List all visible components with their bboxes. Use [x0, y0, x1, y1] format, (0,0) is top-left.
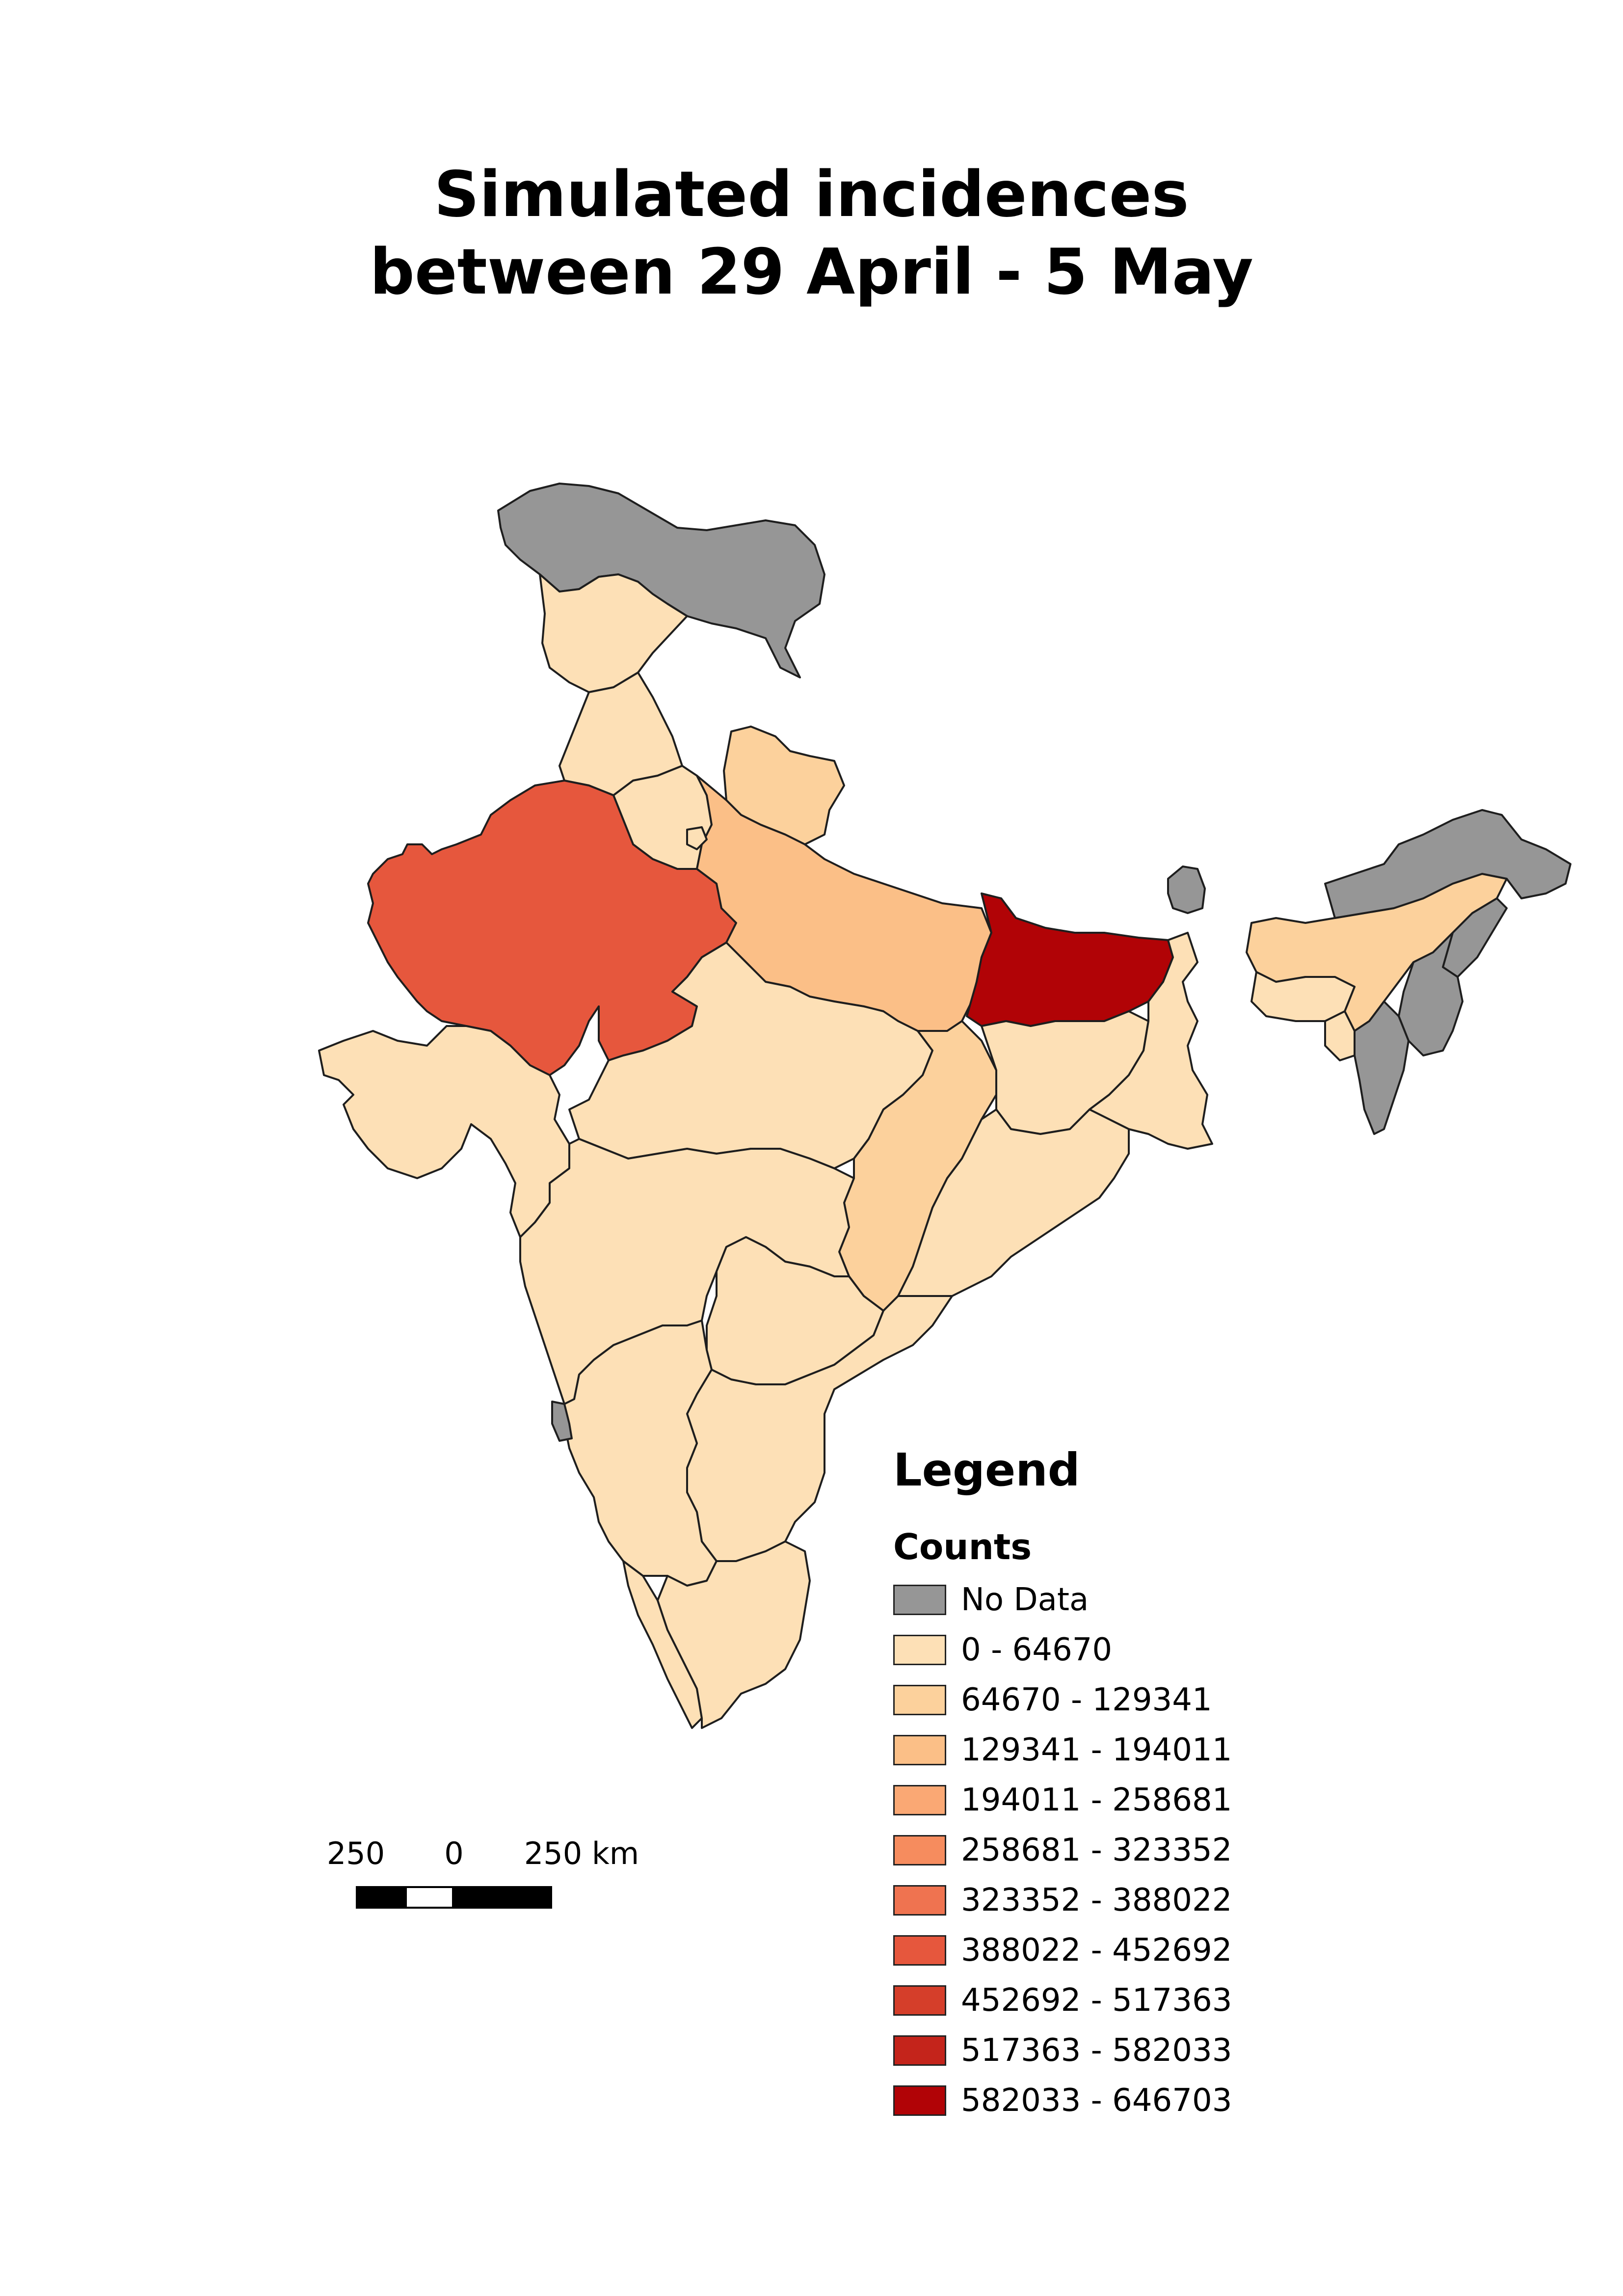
legend-label: 388022 - 452692	[961, 1932, 1232, 1969]
scale-bar: 250 0 250 km	[324, 1836, 667, 1924]
legend-label: 452692 - 517363	[961, 1982, 1232, 2019]
legend-swatch	[893, 2035, 946, 2066]
legend-item: 0 - 64670	[893, 1625, 1335, 1675]
region-sikkim[interactable]	[1167, 865, 1206, 914]
legend-item: 452692 - 517363	[893, 1975, 1335, 2026]
region-mizoram[interactable]	[1354, 1000, 1410, 1135]
legend-label: 129341 - 194011	[961, 1732, 1232, 1768]
region-west-bengal[interactable]	[1089, 932, 1213, 1150]
legend-swatch	[893, 1935, 946, 1966]
legend-label: 517363 - 582033	[961, 2032, 1232, 2069]
map-title-line-1: Simulated incidences	[434, 158, 1189, 231]
legend-swatch	[893, 1585, 946, 1615]
scale-segment-right	[454, 1886, 552, 1909]
legend-swatch	[893, 1685, 946, 1715]
region-odisha[interactable]	[897, 1108, 1130, 1297]
legend-swatch	[893, 1985, 946, 2016]
legend-item: 323352 - 388022	[893, 1875, 1335, 1925]
region-bihar[interactable]	[966, 892, 1174, 1027]
legend-swatch	[893, 1785, 946, 1815]
legend-label: 323352 - 388022	[961, 1882, 1232, 1918]
region-arunachal-pradesh[interactable]	[1324, 809, 1571, 919]
legend-title: Legend	[893, 1444, 1080, 1496]
legend-swatch	[893, 1735, 946, 1765]
legend-swatch	[893, 1835, 946, 1865]
scale-segment-middle	[405, 1886, 454, 1909]
legend-item: 64670 - 129341	[893, 1675, 1335, 1725]
legend-swatch	[893, 2085, 946, 2116]
region-himachal-pradesh[interactable]	[539, 573, 688, 693]
scale-label-left: 250	[326, 1836, 385, 1871]
legend-item: 194011 - 258681	[893, 1775, 1335, 1825]
region-tripura[interactable]	[1324, 1010, 1356, 1061]
legend-swatch	[893, 1885, 946, 1916]
legend-label: 194011 - 258681	[961, 1782, 1232, 1818]
legend-item: 129341 - 194011	[893, 1725, 1335, 1775]
region-goa[interactable]	[551, 1401, 573, 1442]
legend-items: No Data 0 - 64670 64670 - 129341 129341 …	[893, 1575, 1335, 2126]
scale-segment-left	[356, 1886, 405, 1909]
region-delhi[interactable]	[686, 826, 708, 850]
scale-label-center: 0	[444, 1836, 464, 1871]
map-title-line-2: between 29 April - 5 May	[370, 236, 1253, 309]
map-legend: Legend Counts No Data 0 - 64670 64670 - …	[893, 1443, 1335, 2126]
legend-label: 0 - 64670	[961, 1632, 1113, 1668]
legend-subtitle: Counts	[893, 1526, 1032, 1567]
map-title: Simulated incidences between 29 April - …	[0, 156, 1623, 311]
state-polygons	[318, 483, 1571, 1729]
legend-label: No Data	[961, 1582, 1089, 1618]
legend-item: 388022 - 452692	[893, 1925, 1335, 1975]
region-karnataka[interactable]	[563, 1320, 718, 1587]
legend-item: 258681 - 323352	[893, 1825, 1335, 1875]
legend-item: 582033 - 646703	[893, 2076, 1335, 2126]
legend-item: 517363 - 582033	[893, 2026, 1335, 2076]
legend-item: No Data	[893, 1575, 1335, 1625]
region-tamil-nadu[interactable]	[657, 1540, 811, 1729]
legend-label: 258681 - 323352	[961, 1832, 1232, 1868]
legend-label: 64670 - 129341	[961, 1682, 1212, 1718]
legend-label: 582033 - 646703	[961, 2082, 1232, 2119]
scale-label-right: 250 km	[524, 1836, 639, 1871]
legend-swatch	[893, 1635, 946, 1665]
